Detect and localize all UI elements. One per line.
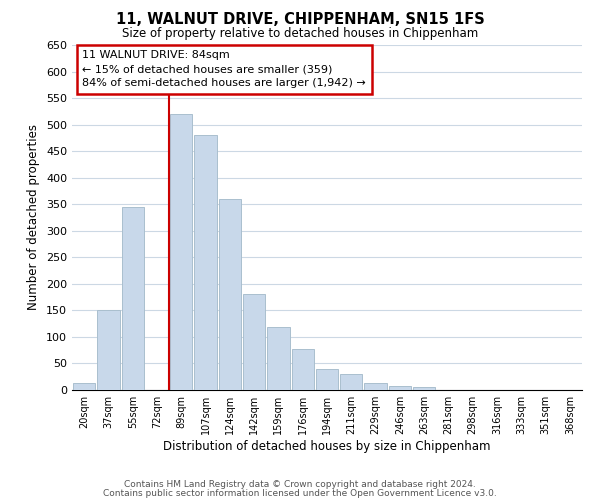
Bar [389,386,411,390]
Text: 11 WALNUT DRIVE: 84sqm
← 15% of detached houses are smaller (359)
84% of semi-de: 11 WALNUT DRIVE: 84sqm ← 15% of detached… [82,50,366,88]
Bar [364,382,387,390]
Y-axis label: Number of detached properties: Number of detached properties [28,124,40,310]
Bar [170,114,193,390]
Bar [122,207,144,390]
Bar [194,135,217,390]
Bar [340,374,362,390]
Text: Size of property relative to detached houses in Chippenham: Size of property relative to detached ho… [122,28,478,40]
Text: 11, WALNUT DRIVE, CHIPPENHAM, SN15 1FS: 11, WALNUT DRIVE, CHIPPENHAM, SN15 1FS [116,12,484,28]
Bar [243,294,265,390]
Bar [218,199,241,390]
Text: Contains public sector information licensed under the Open Government Licence v3: Contains public sector information licen… [103,488,497,498]
Bar [292,348,314,390]
Bar [73,382,95,390]
Text: Contains HM Land Registry data © Crown copyright and database right 2024.: Contains HM Land Registry data © Crown c… [124,480,476,489]
X-axis label: Distribution of detached houses by size in Chippenham: Distribution of detached houses by size … [163,440,491,453]
Bar [413,388,436,390]
Bar [97,310,119,390]
Bar [267,328,290,390]
Bar [316,369,338,390]
